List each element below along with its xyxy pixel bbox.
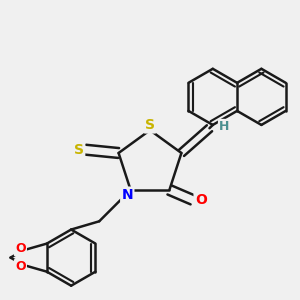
Text: O: O [195,193,207,207]
Text: S: S [145,118,155,132]
Text: H: H [219,120,230,133]
Text: O: O [15,242,26,255]
Text: N: N [122,188,133,202]
Text: S: S [74,143,84,157]
Text: O: O [15,260,26,273]
